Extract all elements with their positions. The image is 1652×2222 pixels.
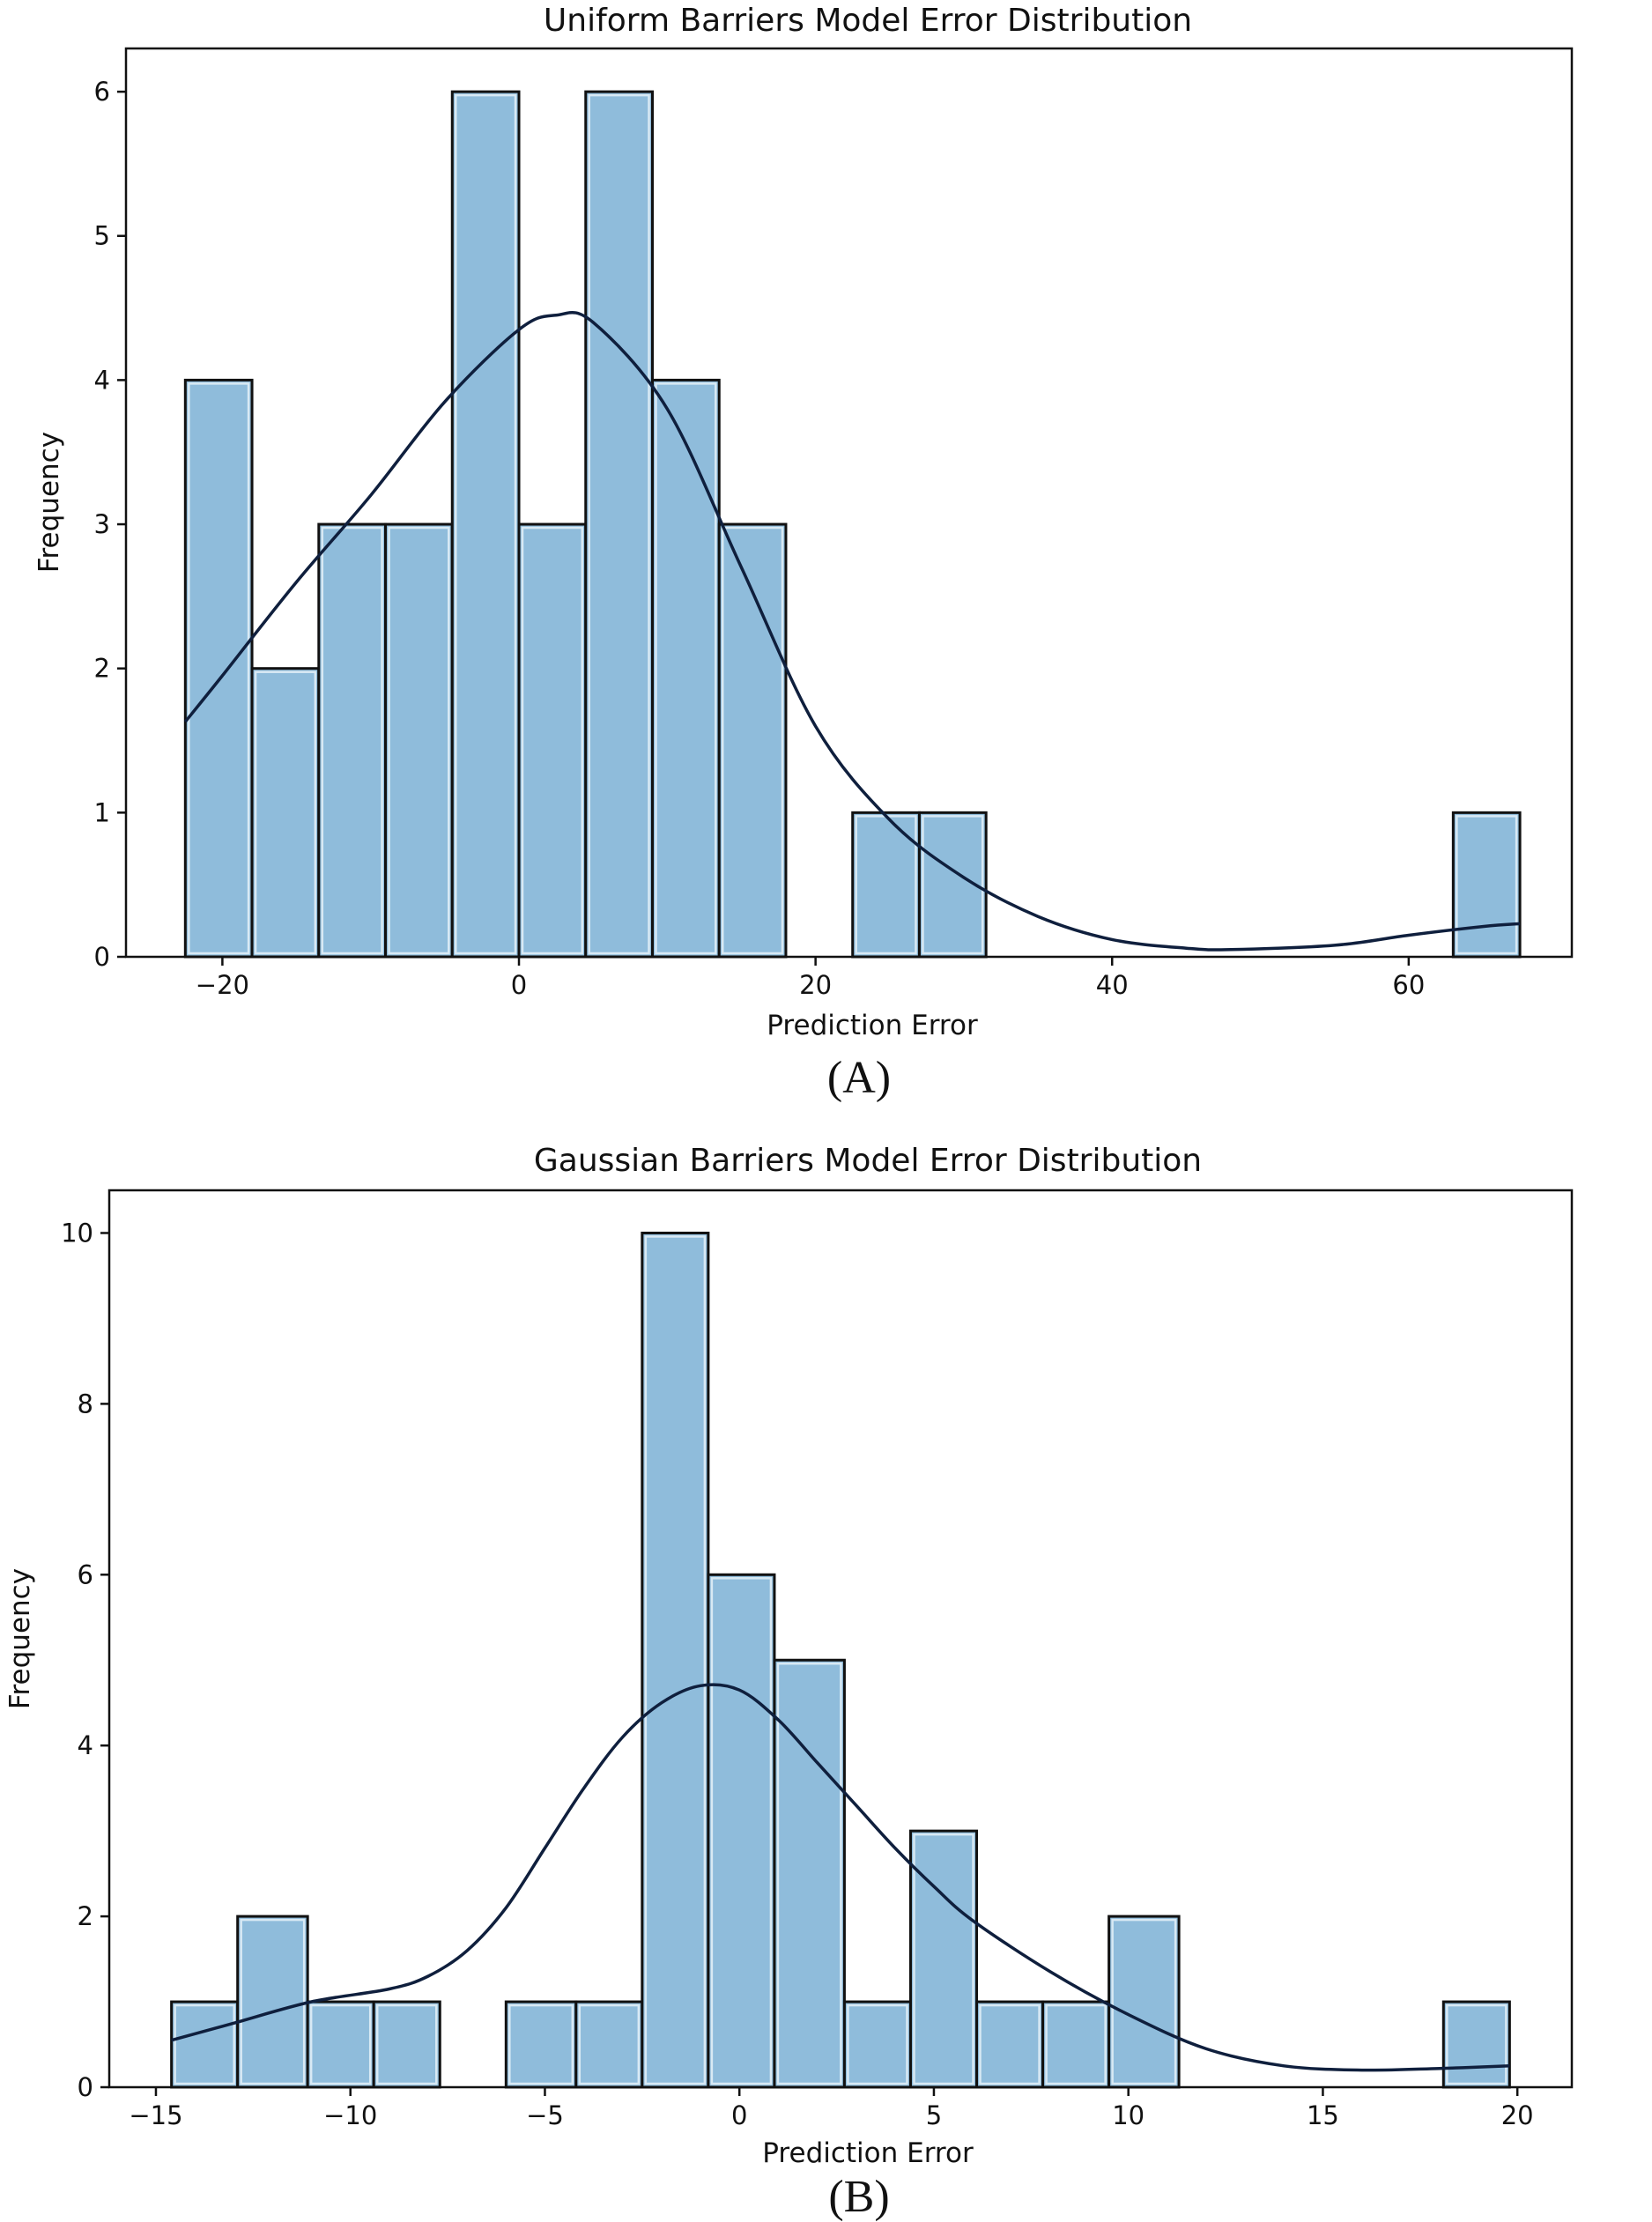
chart-title: Gaussian Barriers Model Error Distributi…	[534, 1143, 1202, 1179]
y-tick-label: 2	[94, 654, 110, 684]
histogram-bar-highlight	[309, 2004, 372, 2085]
panel-caption: (A)	[827, 1053, 891, 1103]
histogram-bar	[773, 1658, 846, 2089]
histogram-bar	[1041, 2000, 1111, 2089]
x-tick-label: 5	[926, 2100, 942, 2130]
x-tick-label: 0	[511, 970, 527, 1000]
y-tick-label: 2	[78, 1901, 93, 1931]
histogram-bar	[450, 90, 521, 959]
x-tick-label: 20	[1501, 2100, 1534, 2130]
panel-caption: (B)	[828, 2172, 889, 2222]
x-tick-label: −5	[526, 2100, 564, 2130]
x-ticks: −15 −10 −5 0 5 10 15 20	[129, 2087, 1534, 2130]
y-tick-label: 10	[61, 1218, 93, 1248]
x-tick-label: −10	[323, 2100, 377, 2130]
histogram-bar-highlight	[644, 1235, 707, 2085]
y-axis-label: Frequency	[33, 432, 65, 573]
histogram-bar-highlight	[388, 526, 450, 955]
chart-title: Uniform Barriers Model Error Distributio…	[544, 3, 1192, 39]
histogram-bar	[517, 522, 588, 959]
y-tick-label: 0	[78, 2072, 93, 2102]
histogram-bar-highlight	[321, 526, 383, 955]
x-axis-label: Prediction Error	[767, 1010, 978, 1041]
bars	[183, 90, 1522, 959]
histogram-bar	[1108, 1915, 1181, 2089]
kde-curve	[171, 1683, 1510, 2072]
histogram-bar	[1451, 811, 1522, 959]
histogram-bar	[183, 378, 254, 959]
y-tick-label: 4	[94, 365, 110, 395]
histogram-bar-highlight	[578, 2004, 641, 2085]
histogram-bar	[574, 2000, 644, 2089]
histogram-bar	[584, 90, 654, 959]
x-tick-label: 0	[731, 2100, 747, 2130]
histogram-bar-highlight	[655, 382, 717, 955]
histogram-bar	[908, 1829, 979, 2089]
histogram-bar-highlight	[847, 2004, 908, 2085]
x-tick-label: −20	[196, 970, 249, 1000]
histogram-bar-highlight	[979, 2004, 1041, 2085]
y-tick-label: 6	[78, 1559, 93, 1589]
histogram-bar-highlight	[375, 2004, 438, 2085]
histogram-bar-highlight	[710, 1577, 773, 2085]
x-tick-label: −15	[129, 2100, 182, 2130]
histogram-bar	[707, 1573, 776, 2089]
histogram-bar-highlight	[254, 670, 317, 955]
x-ticks: −20 0 20 40 60	[196, 957, 1425, 1000]
histogram-bar	[717, 522, 788, 959]
histogram-bar	[1441, 2000, 1511, 2089]
histogram-bar-highlight	[174, 2004, 235, 2085]
y-ticks: 0 1 2 3 4 5 6	[94, 77, 126, 972]
histogram-bar-highlight	[188, 382, 250, 955]
y-tick-label: 3	[94, 509, 110, 539]
histogram-bar	[250, 667, 321, 959]
kde-curve	[183, 310, 1521, 952]
x-axis-label: Prediction Error	[762, 2137, 974, 2169]
histogram-bar-highlight	[776, 1662, 842, 2085]
histogram-bar	[851, 811, 921, 959]
histogram-bar	[641, 1231, 710, 2089]
histogram-bar-highlight	[1456, 815, 1518, 955]
histogram-bar-highlight	[508, 2004, 574, 2085]
histogram-bar	[975, 2000, 1045, 2089]
histogram-bar	[384, 522, 454, 959]
histogram-bar-highlight	[521, 526, 584, 955]
y-axis-label: Frequency	[4, 1568, 36, 1709]
histogram-bar-highlight	[1446, 2004, 1508, 2085]
histogram-bar	[842, 2000, 912, 2089]
histogram-bar-highlight	[721, 526, 784, 955]
y-tick-label: 5	[94, 221, 110, 251]
panel-b: Gaussian Barriers Model Error Distributi…	[4, 1143, 1574, 2222]
y-ticks: 0 2 4 6 8 10	[61, 1218, 109, 2102]
x-tick-label: 15	[1307, 2100, 1339, 2130]
x-tick-label: 10	[1112, 2100, 1145, 2130]
panel-a: Uniform Barriers Model Error Distributio…	[33, 3, 1574, 1103]
histogram-bar-highlight	[240, 1918, 306, 2085]
x-tick-label: 40	[1096, 970, 1129, 1000]
y-tick-label: 1	[94, 797, 110, 827]
x-tick-label: 20	[799, 970, 832, 1000]
histogram-bar	[650, 378, 721, 959]
histogram-bar-highlight	[1111, 1918, 1177, 2085]
plot-frame	[107, 1189, 1574, 2089]
y-tick-label: 0	[94, 942, 110, 972]
histogram-bar	[504, 2000, 578, 2089]
histogram-bar-highlight	[922, 815, 984, 955]
histogram-bar	[236, 1915, 309, 2089]
y-tick-label: 6	[94, 77, 110, 107]
histogram-bar	[317, 522, 388, 959]
histogram-bar	[372, 2000, 441, 2089]
histogram-bar	[170, 2000, 240, 2089]
y-tick-label: 4	[78, 1730, 93, 1760]
plot-frame	[124, 47, 1574, 959]
x-tick-label: 60	[1392, 970, 1425, 1000]
histogram-bar-highlight	[455, 93, 517, 955]
histogram-bar	[306, 2000, 375, 2089]
histogram-bar-highlight	[913, 1833, 974, 2085]
histogram-bar-highlight	[1045, 2004, 1107, 2085]
y-tick-label: 8	[78, 1389, 93, 1418]
bars	[170, 1231, 1511, 2089]
histogram-bar-highlight	[588, 93, 650, 955]
